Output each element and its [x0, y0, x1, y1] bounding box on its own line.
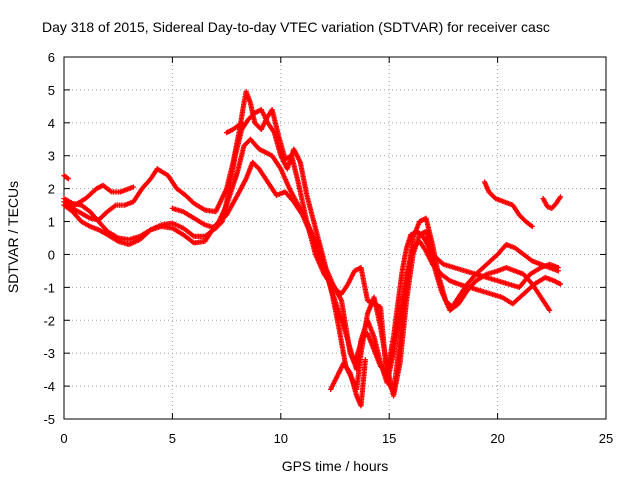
y-tick-label: 3 — [48, 149, 55, 164]
y-tick-label: -4 — [43, 379, 55, 394]
y-tick-label: 5 — [48, 83, 55, 98]
x-tick-label: 20 — [490, 431, 504, 446]
data-series — [540, 194, 564, 211]
x-tick-label: 25 — [599, 431, 613, 446]
y-tick-label: 0 — [48, 247, 55, 262]
data-series — [224, 120, 245, 136]
x-tick-label: 5 — [169, 431, 176, 446]
data-series — [328, 357, 368, 409]
x-axis-label: GPS time / hours — [282, 458, 389, 474]
data-series — [61, 182, 136, 208]
data-point — [555, 268, 561, 274]
data-point — [130, 184, 136, 190]
y-tick-label: -5 — [43, 412, 55, 427]
y-tick-label: 2 — [48, 182, 55, 197]
data-point — [362, 357, 368, 363]
y-axis-label: SDTVAR / TECUs — [5, 181, 21, 293]
data-points — [61, 88, 564, 409]
x-tick-label: 10 — [274, 431, 288, 446]
data-point — [239, 120, 245, 126]
plot-border — [63, 56, 607, 420]
data-series — [61, 166, 160, 223]
x-tick-label: 15 — [382, 431, 396, 446]
y-tick-label: 4 — [48, 116, 55, 131]
data-series — [61, 136, 561, 376]
y-tick-label: 6 — [48, 50, 55, 65]
grid-lines — [64, 57, 606, 419]
x-tick-label: 0 — [60, 431, 67, 446]
y-tick-label: -2 — [43, 313, 55, 328]
data-point — [529, 223, 535, 230]
data-series — [61, 172, 71, 182]
y-axis-ticks: -5 -4 -3 -2 -1 0 1 2 3 4 5 6 — [43, 50, 606, 427]
data-series — [169, 107, 553, 399]
data-point — [557, 281, 564, 287]
y-tick-label: 1 — [48, 215, 55, 230]
data-point — [557, 194, 564, 200]
data-point — [65, 176, 71, 182]
x-axis-ticks: 0 5 10 15 20 25 — [60, 57, 613, 446]
data-point — [547, 307, 553, 313]
y-tick-label: -3 — [43, 346, 55, 361]
y-tick-label: -1 — [43, 280, 55, 295]
chart-title: Day 318 of 2015, Sidereal Day-to-day VTE… — [42, 19, 550, 35]
plot-frame — [63, 56, 607, 420]
data-series — [481, 179, 535, 230]
